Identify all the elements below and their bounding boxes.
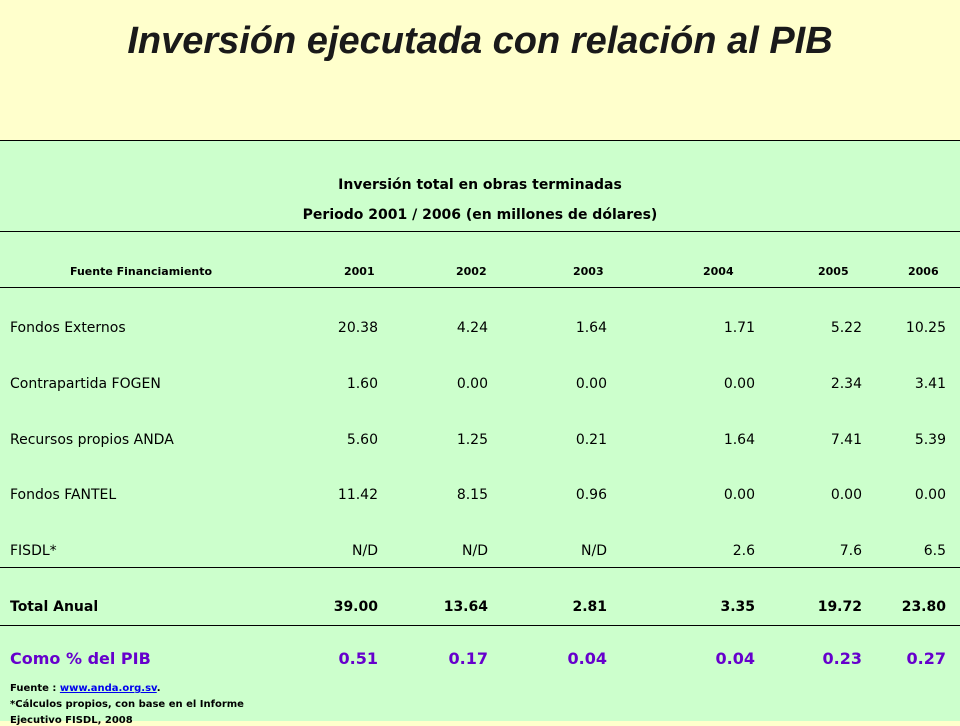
column-header-year: 2003 [573, 265, 604, 278]
table-cell: 1.64 [723, 432, 755, 448]
table-cell: 5.39 [914, 432, 946, 448]
table-cell: 5.60 [346, 432, 378, 448]
pib-cell: 0.23 [822, 649, 862, 668]
table-cell: 2.34 [830, 376, 862, 392]
column-header-year: 2004 [703, 265, 734, 278]
divider [0, 625, 960, 626]
table-cell: 11.42 [337, 487, 378, 503]
table-cell: 1.71 [723, 320, 755, 336]
table-cell: 10.25 [905, 320, 946, 336]
table-cell: 1.60 [346, 376, 378, 392]
total-cell: 19.72 [817, 599, 862, 615]
table-cell: 4.24 [456, 320, 488, 336]
divider [0, 287, 960, 288]
table-cell: 5.22 [830, 320, 862, 336]
table-cell: 0.00 [723, 376, 755, 392]
pib-cell: 0.17 [448, 649, 488, 668]
page-title: Inversión ejecutada con relación al PIB [127, 20, 833, 62]
divider [0, 567, 960, 568]
row-label: FISDL* [10, 543, 57, 559]
source-note: Fuente : www.anda.org.sv. [10, 683, 161, 694]
table-cell: 0.00 [575, 376, 607, 392]
table-cell: 0.00 [914, 487, 946, 503]
total-cell: 2.81 [572, 599, 607, 615]
row-label: Contrapartida FOGEN [10, 376, 161, 392]
table-cell: 1.25 [456, 432, 488, 448]
table-cell: 7.6 [839, 543, 862, 559]
table-cell: 0.96 [575, 487, 607, 503]
table-cell: 2.6 [732, 543, 755, 559]
table-cell: N/D [581, 543, 607, 559]
table-cell: 0.21 [575, 432, 607, 448]
pib-cell: 0.51 [338, 649, 378, 668]
source-suffix: . [156, 683, 161, 694]
table-subheading: Periodo 2001 / 2006 (en millones de dóla… [302, 207, 658, 223]
total-cell: 13.64 [443, 599, 488, 615]
column-header-year: 2001 [344, 265, 375, 278]
footnote-line: *Cálculos propios, con base en el Inform… [10, 699, 244, 710]
pib-label: Como % del PIB [10, 649, 151, 668]
pib-cell: 0.27 [906, 649, 946, 668]
pib-cell: 0.04 [715, 649, 755, 668]
row-label: Recursos propios ANDA [10, 432, 174, 448]
column-header-source: Fuente Financiamiento [70, 265, 213, 278]
table-cell: 1.64 [575, 320, 607, 336]
table-heading: Inversión total en obras terminadas [338, 177, 622, 193]
table-cell: 0.00 [456, 376, 488, 392]
table-cell: 8.15 [456, 487, 488, 503]
total-cell: 39.00 [333, 599, 378, 615]
total-cell: 23.80 [901, 599, 946, 615]
table-cell: 0.00 [830, 487, 862, 503]
footnote-line: Ejecutivo FISDL, 2008 [10, 715, 133, 726]
column-header-year: 2006 [908, 265, 939, 278]
investment-table: Inversión total en obras terminadas Peri… [0, 140, 960, 726]
row-label: Fondos Externos [10, 320, 126, 336]
source-prefix: Fuente : [10, 683, 60, 694]
table-cell: 7.41 [830, 432, 862, 448]
divider [0, 231, 960, 232]
table-cell: 20.38 [337, 320, 378, 336]
column-header-year: 2002 [456, 265, 487, 278]
total-label: Total Anual [10, 599, 99, 615]
table-cell: N/D [462, 543, 488, 559]
table-cell: 0.00 [723, 487, 755, 503]
pib-cell: 0.04 [567, 649, 607, 668]
table-cell: 6.5 [923, 543, 946, 559]
table-cell: 3.41 [914, 376, 946, 392]
source-link[interactable]: www.anda.org.sv [59, 683, 157, 694]
column-header-year: 2005 [818, 265, 849, 278]
table-cell: N/D [352, 543, 378, 559]
row-label: Fondos FANTEL [10, 487, 117, 503]
total-cell: 3.35 [720, 599, 755, 615]
